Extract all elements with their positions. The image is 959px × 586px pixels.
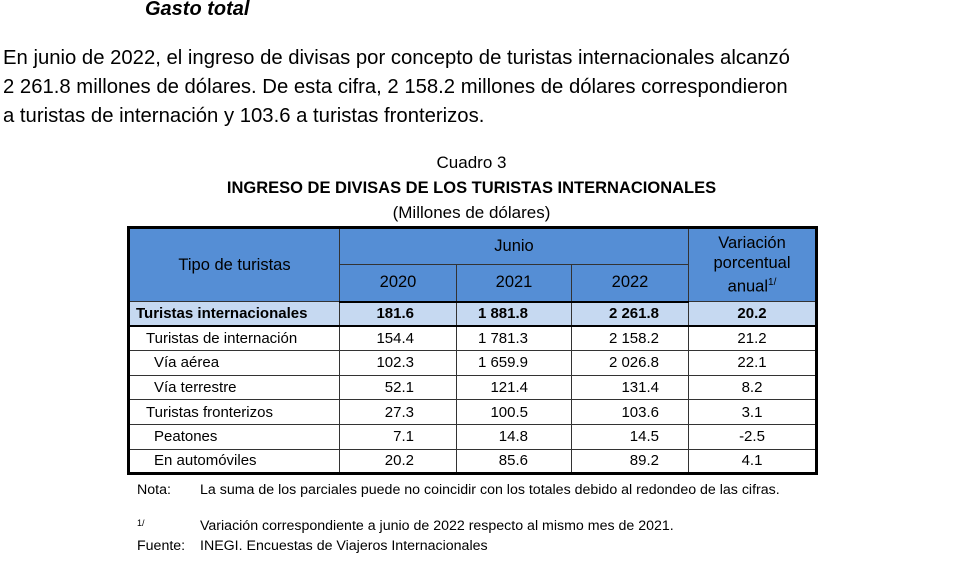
paragraph-line: En junio de 2022, el ingreso de divisas … — [3, 47, 790, 69]
value-cell: 131.4 — [571, 374, 689, 401]
value-cell: 4.1 — [688, 448, 817, 475]
row-label: Vía aérea — [128, 350, 340, 376]
value-cell: 14.5 — [571, 423, 689, 450]
paragraph-line: 2 261.8 millones de dólares. De esta cif… — [3, 76, 788, 98]
footnote-ref: 1/ — [768, 277, 777, 289]
table-row: Turistas internacionales 181.6 1 881.8 2 26… — [128, 301, 817, 328]
value-cell: 52.1 — [339, 374, 457, 401]
note-text: Variación correspondiente a junio de 202… — [200, 518, 674, 534]
note-text: La suma de los parciales puede no coinci… — [200, 482, 780, 498]
value-cell: 2 261.8 — [571, 301, 689, 328]
value-cell: -2.5 — [688, 423, 817, 450]
row-label: Peatones — [128, 423, 340, 450]
paragraph-line: a turistas de internación y 103.6 a turi… — [3, 105, 485, 127]
row-label: Vía terrestre — [128, 374, 340, 401]
heading: Gasto total — [145, 0, 250, 20]
header-text: Variación — [718, 234, 786, 253]
table-row: En automóviles 20.2 85.6 89.2 4.1 — [128, 448, 817, 475]
value-cell: 121.4 — [456, 374, 572, 401]
value-cell: 7.1 — [339, 423, 457, 450]
value-cell: 100.5 — [456, 399, 572, 425]
header-cell: 2022 — [571, 264, 689, 303]
value-cell: 89.2 — [571, 448, 689, 475]
table-row: Turistas de internación 154.4 1 781.3 2 158… — [128, 325, 817, 352]
row-label: Turistas fronterizos — [128, 399, 340, 425]
data-table: Tipo de turistas Junio Variación porcent… — [127, 226, 818, 476]
value-cell: 103.6 — [571, 399, 689, 425]
table-row: Peatones 7.1 14.8 14.5 -2.5 — [128, 423, 817, 450]
table-caption: Cuadro 3 — [436, 153, 507, 172]
value-cell: 1 659.9 — [456, 350, 572, 376]
header-cell: Variación porcentual anual1/ — [688, 227, 817, 302]
note-label: 1/ — [137, 518, 145, 528]
value-cell: 1 781.3 — [456, 325, 572, 352]
table-row: Turistas fronterizos 27.3 100.5 103.6 3.1 — [128, 399, 817, 425]
value-cell: 85.6 — [456, 448, 572, 475]
value-cell: 181.6 — [339, 301, 457, 328]
table-title: INGRESO DE DIVISAS DE LOS TURISTAS INTER… — [226, 179, 717, 197]
value-cell: 1 881.8 — [456, 301, 572, 328]
note-text: INEGI. Encuestas de Viajeros Internacion… — [200, 538, 488, 554]
value-cell: 2 158.2 — [571, 325, 689, 352]
note-label: Fuente: — [137, 538, 186, 554]
value-cell: 22.1 — [688, 350, 817, 376]
row-label: Turistas internacionales — [128, 301, 340, 328]
value-cell: 27.3 — [339, 399, 457, 425]
value-cell: 3.1 — [688, 399, 817, 425]
table-body: Turistas internacionales 181.6 1 881.8 2 26… — [128, 301, 817, 475]
value-cell: 20.2 — [339, 448, 457, 475]
header-cell: Tipo de turistas — [128, 227, 340, 302]
value-cell: 20.2 — [688, 301, 817, 328]
header-cell: 2020 — [339, 264, 457, 303]
paragraph: En junio de 2022, el ingreso de divisas … — [3, 44, 790, 131]
note-label: Nota: — [137, 482, 171, 498]
value-cell: 102.3 — [339, 350, 457, 376]
table-row: Vía aérea 102.3 1 659.9 2 026.8 22.1 — [128, 350, 817, 376]
value-cell: 2 026.8 — [571, 350, 689, 376]
header-cell: Junio — [339, 227, 689, 265]
row-label: Turistas de internación — [128, 325, 340, 352]
table-row: Vía terrestre 52.1 121.4 131.4 8.2 — [128, 374, 817, 401]
header-text: porcentual — [713, 254, 791, 273]
header-text: anual — [727, 277, 769, 296]
value-cell: 154.4 — [339, 325, 457, 352]
header-cell: 2021 — [456, 264, 572, 303]
table-units: (Millones de dólares) — [392, 203, 551, 222]
row-label: En automóviles — [128, 448, 340, 475]
value-cell: 14.8 — [456, 423, 572, 450]
value-cell: 21.2 — [688, 325, 817, 352]
value-cell: 8.2 — [688, 374, 817, 401]
